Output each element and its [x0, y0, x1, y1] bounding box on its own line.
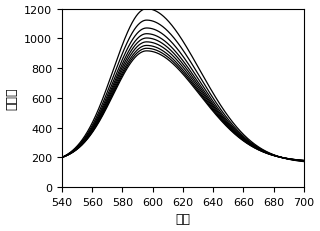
Y-axis label: 荧光强: 荧光强 — [5, 87, 19, 110]
X-axis label: 波长: 波长 — [175, 213, 190, 225]
